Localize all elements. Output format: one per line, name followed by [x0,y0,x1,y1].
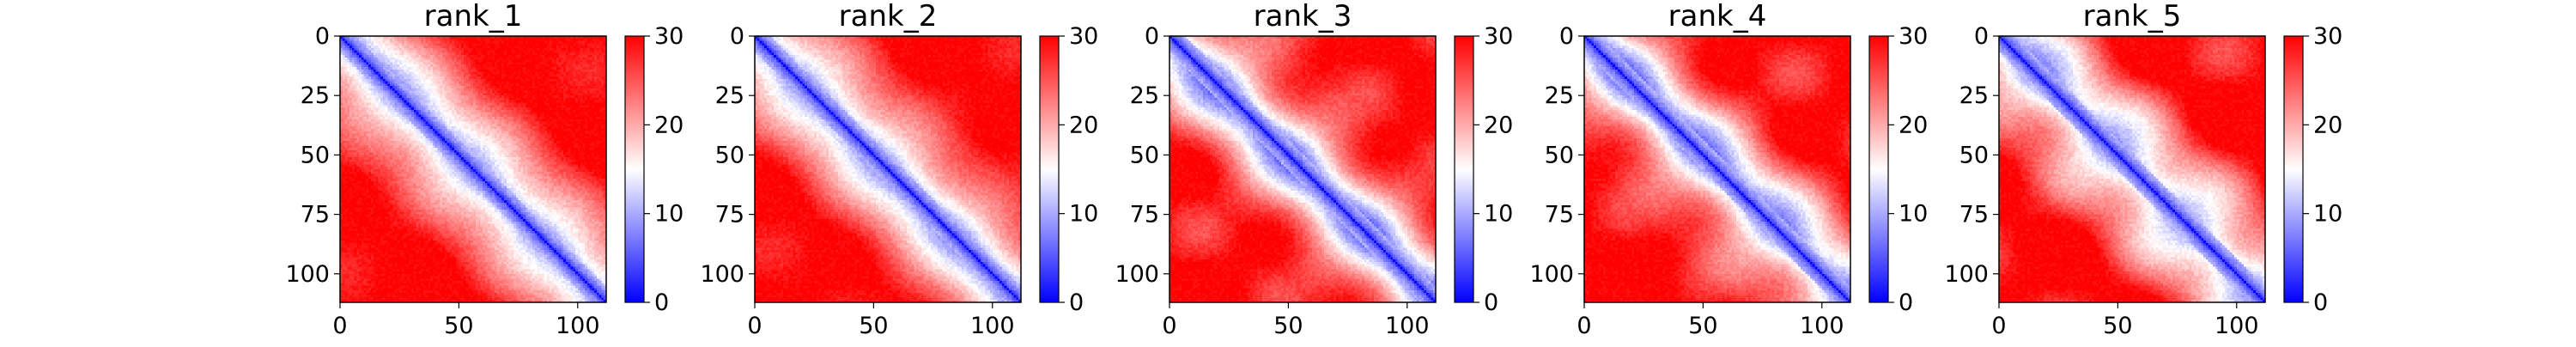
axes-frame [754,35,1022,303]
colorbar-scale [1454,35,1474,303]
y-tick-label: 50 [1545,142,1574,168]
y-tick-label: 25 [301,82,330,109]
colorbar-tick-label: 30 [1069,23,1098,50]
axes-frame [1583,35,1851,303]
x-tick-label: 100 [556,313,600,339]
y-tick-label: 0 [1974,23,1989,50]
colorbar-tick-label: 30 [2313,23,2342,50]
colorbar-tick-label: 10 [1484,201,1513,228]
colorbar-tick-label: 10 [654,201,683,228]
colorbar-tick-label: 20 [1484,112,1513,138]
colorbar: 0 10 20 30 [2283,23,2342,316]
colorbar-tick-label: 30 [654,23,683,50]
colorbar: 0 10 20 30 [1454,23,1513,316]
y-tick-label: 75 [1959,202,1989,228]
colorbar-tick-label: 30 [1484,23,1513,50]
y-tick-label: 50 [715,142,744,168]
x-tick-label: 0 [747,313,762,339]
colorbar: 0 10 20 30 [1039,23,1098,316]
x-tick-label: 50 [1273,313,1303,339]
y-tick-label: 0 [730,23,744,50]
panel-title: rank_3 [1254,0,1352,33]
colorbar-scale [2283,35,2304,303]
panel-title: rank_2 [839,0,938,33]
y-tick-label: 25 [1130,82,1159,109]
y-tick-label: 75 [715,202,744,228]
colorbar-tick-label: 10 [1899,201,1928,228]
x-tick-label: 50 [2103,313,2132,339]
y-tick-label: 50 [301,142,330,168]
panel-title: rank_5 [2083,0,2182,33]
heatmap-cells [1584,36,1850,302]
colorbar-tick-label: 0 [1069,289,1084,316]
axes-frame [339,35,607,303]
colorbar-tick-label: 0 [654,289,669,316]
x-tick-label: 100 [1800,313,1844,339]
x-tick-label: 0 [1991,313,2006,339]
y-tick-label: 25 [1545,82,1574,109]
y-tick-label: 25 [1959,82,1989,109]
x-tick-label: 50 [859,313,888,339]
colorbar-tick-label: 0 [1484,289,1498,316]
x-tick-label: 50 [1688,313,1717,339]
x-tick-label: 100 [1385,313,1430,339]
axes-frame [1169,35,1437,303]
x-tick-label: 0 [1577,313,1591,339]
y-tick-label: 100 [700,261,744,288]
y-tick-label: 75 [301,202,330,228]
colorbar-tick-label: 0 [2313,289,2328,316]
y-tick-label: 75 [1545,202,1574,228]
y-tick-label: 50 [1130,142,1159,168]
y-tick-label: 75 [1130,202,1159,228]
x-tick-label: 100 [970,313,1015,339]
colorbar-tick-label: 20 [654,112,683,138]
colorbar-scale [1868,35,1889,303]
axes-frame [1998,35,2266,303]
colorbar: 0 10 20 30 [1868,23,1928,316]
y-tick-label: 100 [1529,261,1574,288]
panel-title: rank_1 [424,0,523,33]
x-tick-label: 50 [444,313,473,339]
heatmap-cells [1170,36,1436,302]
colorbar-scale [1039,35,1060,303]
y-tick-label: 0 [1559,23,1574,50]
colorbar-tick-label: 20 [2313,112,2342,138]
heatmap-cells [340,36,606,302]
colorbar-tick-label: 0 [1899,289,1913,316]
colorbar: 0 10 20 30 [624,23,683,316]
y-tick-label: 0 [1145,23,1159,50]
colorbar-tick-label: 20 [1069,112,1098,138]
heatmap-cells [1999,36,2265,302]
colorbar-tick-label: 10 [2313,201,2342,228]
y-tick-label: 25 [715,82,744,109]
colorbar-tick-label: 20 [1899,112,1928,138]
x-tick-label: 0 [1162,313,1176,339]
y-tick-label: 100 [285,261,330,288]
y-tick-label: 100 [1944,261,1989,288]
panel-title: rank_4 [1668,0,1767,33]
heatmap-cells [755,36,1021,302]
x-tick-label: 0 [332,313,347,339]
y-tick-label: 100 [1115,261,1159,288]
y-tick-label: 0 [315,23,330,50]
colorbar-tick-label: 10 [1069,201,1098,228]
colorbar-scale [624,35,645,303]
x-tick-label: 100 [2215,313,2259,339]
colorbar-tick-label: 30 [1899,23,1928,50]
y-tick-label: 50 [1959,142,1989,168]
